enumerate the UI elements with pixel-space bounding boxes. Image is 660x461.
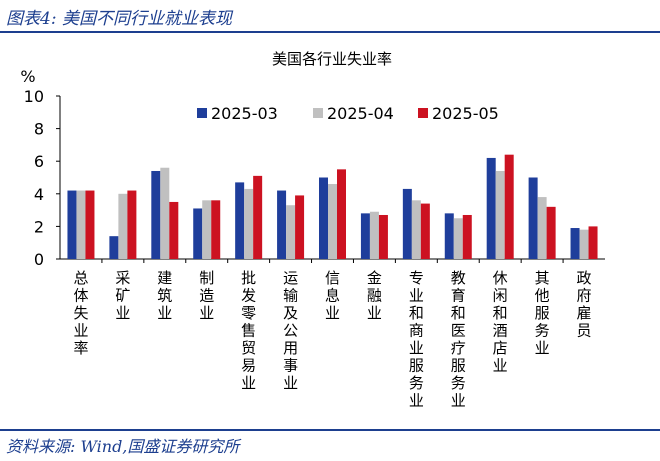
bar [235,182,245,259]
source-note: 资料来源: Wind,国盛证券研究所 [6,437,240,456]
bar [504,154,514,259]
x-tick-label: 总体失业率 [73,269,88,357]
y-tick-label: 6 [34,152,44,171]
figure-header: 图表4: 美国不同行业就业表现 [0,0,660,30]
bar [337,169,346,259]
x-tick-label: 信息业 [325,269,340,322]
bar [402,188,412,259]
y-tick-label: 4 [34,185,44,204]
bar [319,177,328,259]
bar [579,229,589,259]
bar [211,200,221,259]
x-tick-label: 其他服务业 [535,269,550,357]
x-tick-label: 运输及公用事业 [283,269,298,392]
bar [546,206,556,259]
bar [277,190,287,259]
legend-label: 2025-03 [211,104,278,123]
bar [151,170,161,259]
legend-swatch [313,108,323,118]
bar [528,177,538,259]
bar [160,167,170,259]
x-tick-label: 批发零售贸易业 [241,269,256,392]
legend-swatch [418,108,428,118]
x-tick-label: 制造业 [199,269,214,322]
x-tick-label: 建筑业 [157,269,172,322]
y-axis-unit: % [20,67,35,86]
bar [360,213,370,259]
bar [570,228,580,259]
bar [328,184,337,259]
bar [486,157,496,259]
bar [109,236,119,259]
x-tick-label: 金融业 [367,269,382,322]
bar [588,226,598,259]
x-tick-label: 专业和商业服务业 [409,269,424,410]
bar [253,175,263,259]
x-tick-label: 采矿业 [115,269,130,322]
bar [76,190,86,259]
bar [295,195,305,259]
legend-label: 2025-04 [327,104,394,123]
bar [495,170,505,259]
bar [244,188,254,259]
figure-title: 图表4: 美国不同行业就业表现 [6,9,232,29]
bar [444,213,454,259]
bar [85,190,95,259]
bar-chart: 美国各行业失业率% 0 2 4 6 8 10 总体失业率 采矿业 建筑业 制造业 批发零售贸易业 运输及… [20,50,605,410]
bar [118,193,128,259]
x-tick-label: 政府雇员 [577,269,592,340]
legend-label: 2025-05 [432,104,499,123]
bar [193,208,203,259]
legend-swatch [197,108,207,118]
x-tick-label: 休闲和酒店业 [493,269,508,375]
bar [369,211,379,259]
bar [453,218,463,259]
bar [202,200,212,259]
bar [378,214,388,259]
bar [537,197,547,259]
x-tick-label: 教育和医疗服务业 [451,269,466,410]
chart-title: 美国各行业失业率 [272,50,392,68]
y-tick-label: 8 [34,120,44,139]
y-tick-label: 0 [34,250,44,269]
bar [67,190,77,259]
bottom-rule [0,429,660,431]
y-tick-label: 10 [24,87,44,106]
bar [286,205,296,259]
bar [411,200,421,259]
top-rule [0,31,660,33]
y-tick-label: 2 [34,217,44,236]
bar [462,214,472,259]
bar [127,190,137,259]
bar [169,201,179,259]
bar [420,203,430,259]
